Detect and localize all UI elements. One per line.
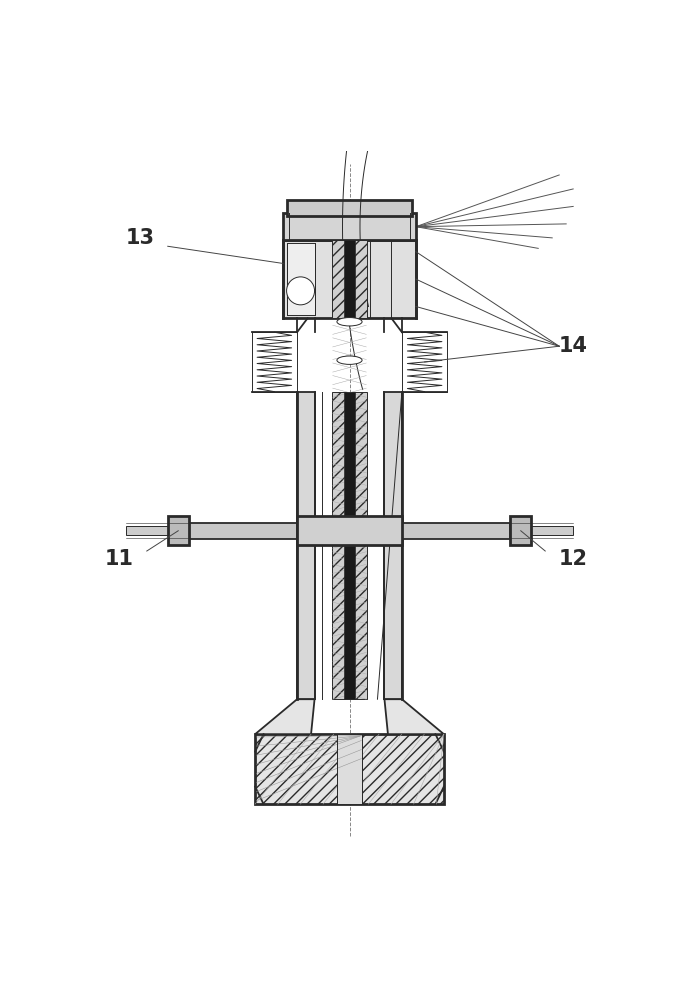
Bar bbox=[283, 213, 416, 240]
Bar bbox=[287, 243, 315, 315]
Bar bbox=[384, 392, 402, 699]
Bar bbox=[510, 516, 531, 545]
Bar bbox=[332, 240, 367, 318]
Bar bbox=[402, 332, 447, 392]
Text: 11: 11 bbox=[104, 549, 134, 569]
Bar bbox=[283, 240, 416, 318]
Ellipse shape bbox=[337, 318, 362, 326]
Circle shape bbox=[287, 277, 315, 305]
Bar bbox=[337, 734, 362, 804]
Polygon shape bbox=[384, 699, 444, 734]
Bar bbox=[332, 392, 367, 699]
Text: 12: 12 bbox=[559, 549, 588, 569]
Bar bbox=[297, 516, 402, 545]
Bar bbox=[344, 392, 355, 699]
Bar bbox=[344, 240, 355, 318]
Bar bbox=[287, 200, 412, 216]
Bar bbox=[168, 516, 189, 545]
Text: 14: 14 bbox=[559, 336, 588, 356]
Bar bbox=[126, 526, 168, 535]
Bar bbox=[255, 734, 444, 804]
Polygon shape bbox=[255, 699, 315, 734]
Bar bbox=[402, 523, 510, 539]
Text: 13: 13 bbox=[125, 228, 154, 248]
Bar bbox=[189, 523, 297, 539]
Ellipse shape bbox=[337, 356, 362, 364]
Bar bbox=[531, 526, 573, 535]
Bar bbox=[297, 392, 315, 699]
Bar bbox=[252, 332, 297, 392]
